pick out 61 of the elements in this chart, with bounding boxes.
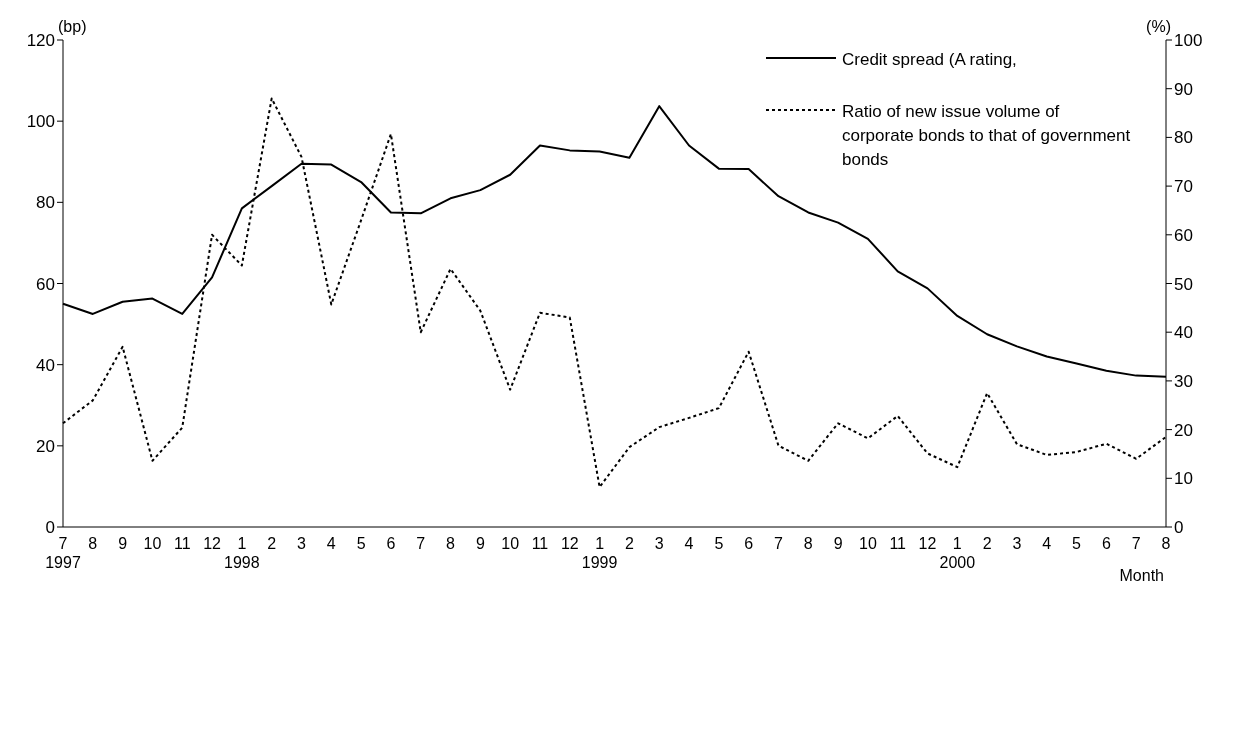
x-tick-label: 4 — [684, 535, 694, 552]
x-tick-label: 8 — [1161, 535, 1171, 552]
x-tick-label: 9 — [833, 535, 843, 552]
x-tick-label: 11 — [889, 535, 907, 552]
y2-tick-label: 80 — [1174, 128, 1193, 148]
x-tick-label: 9 — [118, 535, 128, 552]
x-tick-label: 2 — [982, 535, 992, 552]
x-tick-label: 10 — [858, 535, 877, 552]
x-tick-label: 8 — [446, 535, 456, 552]
y-tick-label: 0 — [45, 518, 55, 538]
legend-label: Ratio of new issue volume of corporate bonds to that of government bonds — [842, 101, 1132, 171]
x-tick-label: 9 — [475, 535, 485, 552]
y-tick-label: 100 — [26, 112, 55, 132]
x-axis-title: Month — [1119, 567, 1164, 584]
x-tick-label: 8 — [88, 535, 98, 552]
y-axis-title: (bp) — [58, 18, 87, 35]
x-tick-label: 6 — [744, 535, 754, 552]
x-tick-label: 10 — [501, 535, 520, 552]
x-tick-label: 3 — [297, 535, 307, 552]
x-tick-label: 7 — [416, 535, 426, 552]
y2-tick-label: 0 — [1174, 518, 1184, 538]
x-tick-label: 2 — [267, 535, 277, 552]
x-tick-label: 8 — [803, 535, 813, 552]
y-tick-label: 120 — [26, 31, 55, 51]
legend-label: Credit spread (A rating, — [842, 49, 1018, 71]
y2-axis-title: (%) — [1146, 18, 1171, 35]
y-tick-label: 20 — [36, 436, 55, 456]
x-tick-label: 7 1997 — [45, 535, 81, 571]
y2-tick-label: 30 — [1174, 371, 1193, 391]
x-tick-label: 1 2000 — [939, 535, 976, 571]
x-tick-label: 10 — [143, 535, 162, 552]
y2-tick-label: 70 — [1174, 177, 1193, 197]
y2-tick-label: 10 — [1174, 469, 1193, 489]
x-tick-label: 12 — [203, 535, 222, 552]
y2-tick-label: 100 — [1174, 31, 1203, 51]
y2-tick-label: 50 — [1174, 274, 1193, 294]
y-tick-label: 80 — [36, 193, 55, 213]
x-tick-label: 4 — [326, 535, 336, 552]
x-tick-label: 2 — [624, 535, 634, 552]
x-tick-label: 3 — [1012, 535, 1022, 552]
x-tick-label: 5 — [1072, 535, 1082, 552]
x-tick-label: 6 — [386, 535, 396, 552]
y2-tick-label: 90 — [1174, 79, 1193, 99]
x-tick-label: 7 — [774, 535, 784, 552]
x-tick-label: 1 1999 — [581, 535, 618, 571]
x-tick-label: 5 — [714, 535, 724, 552]
y-tick-label: 40 — [36, 355, 55, 375]
x-tick-label: 12 — [918, 535, 937, 552]
y2-tick-label: 40 — [1174, 323, 1193, 343]
x-tick-label: 5 — [356, 535, 366, 552]
y-tick-label: 60 — [36, 274, 55, 294]
x-tick-label: 4 — [1042, 535, 1052, 552]
x-tick-label: 11 — [173, 535, 191, 552]
x-tick-label: 3 — [654, 535, 664, 552]
x-tick-label: 6 — [1101, 535, 1111, 552]
y2-tick-label: 60 — [1174, 225, 1193, 245]
x-tick-label: 12 — [560, 535, 579, 552]
y2-tick-label: 20 — [1174, 420, 1193, 440]
x-tick-label: 1 1998 — [224, 535, 260, 571]
x-tick-label: 11 — [531, 535, 549, 552]
x-tick-label: 7 — [1131, 535, 1141, 552]
